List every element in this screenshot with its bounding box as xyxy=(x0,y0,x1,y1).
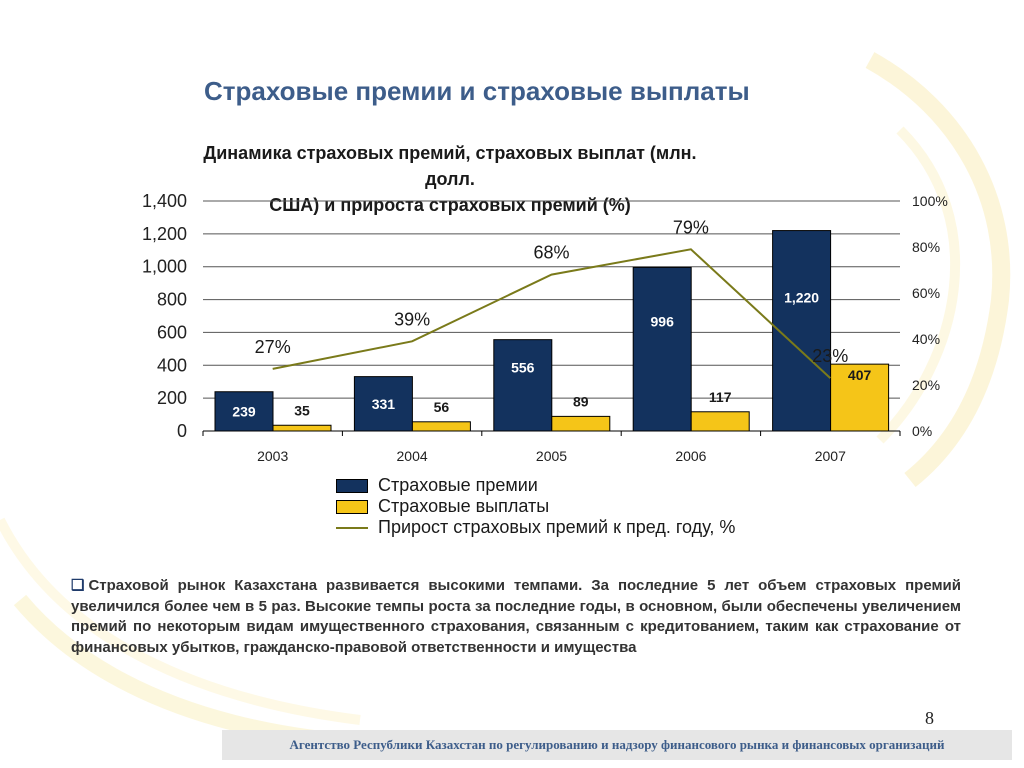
data-label-premiums: 996 xyxy=(651,313,675,329)
bar-premiums xyxy=(632,266,692,432)
insurance-chart: 0 200 400 600 800 1,000 1,200 1,400 0% 20% 40% 60% 8… xyxy=(142,191,948,464)
y-tick-label: 1,000 xyxy=(142,257,187,277)
data-label-growth: 79% xyxy=(673,217,709,237)
y2-tick-label: 60% xyxy=(912,285,940,301)
bar-premiums xyxy=(353,376,413,432)
data-label-growth: 39% xyxy=(394,309,430,329)
y-tick-label: 200 xyxy=(157,388,187,408)
legend-swatch-payouts xyxy=(336,499,368,514)
bar-premiums xyxy=(493,339,553,432)
bar-payouts xyxy=(411,421,471,432)
chart-title-line-1: Динамика страховых премий, страховых вып… xyxy=(203,143,697,189)
data-label-growth: 23% xyxy=(812,346,848,366)
y-tick-label: 1,400 xyxy=(142,191,187,211)
y-tick-label: 600 xyxy=(157,322,187,342)
data-label-payouts: 407 xyxy=(848,367,872,383)
bar-payouts xyxy=(690,411,750,432)
legend-label-payouts: Страховые выплаты xyxy=(378,496,550,516)
x-tick-label: 2006 xyxy=(675,448,706,464)
data-label-payouts: 56 xyxy=(434,399,450,415)
x-tick-label: 2007 xyxy=(815,448,846,464)
data-label-premiums: 556 xyxy=(511,360,535,376)
y-tick-label: 800 xyxy=(157,290,187,310)
data-label-payouts: 117 xyxy=(709,389,732,405)
y-tick-label: 0 xyxy=(177,421,187,441)
bar-premiums xyxy=(214,391,274,432)
legend-line-growth xyxy=(336,526,368,529)
legend-item-premiums: Страховые премии xyxy=(336,475,735,496)
data-label-payouts: 35 xyxy=(294,402,310,418)
growth-line xyxy=(272,248,831,379)
summary-note-text: Страховой рынок Казахстана развивается в… xyxy=(71,577,961,656)
footer-text: Агентство Республики Казахстан по регули… xyxy=(289,737,945,752)
y2-tick-label: 80% xyxy=(912,239,940,255)
data-label-premiums: 239 xyxy=(232,403,256,419)
y2-tick-label: 0% xyxy=(912,423,932,439)
bar-payouts xyxy=(272,424,332,432)
slide-title: Страховые премии и страховые выплаты xyxy=(204,76,750,106)
footer-bar: Агентство Республики Казахстан по регули… xyxy=(222,730,1012,760)
y2-tick-label: 100% xyxy=(912,193,948,209)
summary-note: ❑ Страховой рынок Казахстана развивается … xyxy=(71,576,961,658)
data-label-growth: 68% xyxy=(533,243,569,263)
chart-title: Динамика страховых премий, страховых вып… xyxy=(190,140,710,218)
data-label-premiums: 331 xyxy=(372,396,396,412)
bar-payouts xyxy=(551,415,611,432)
legend-item-growth: Прирост страховых премий к пред. году, % xyxy=(336,517,735,538)
bar-premiums xyxy=(772,230,832,432)
y-tick-label: 1,200 xyxy=(142,224,187,244)
legend-label-premiums: Страховые премии xyxy=(378,475,538,495)
x-tick-label: 2004 xyxy=(397,448,428,464)
data-label-payouts: 89 xyxy=(573,393,589,409)
legend-item-payouts: Страховые выплаты xyxy=(336,496,735,517)
bar-payouts xyxy=(830,363,890,432)
y2-tick-label: 40% xyxy=(912,331,940,347)
x-tick-label: 2005 xyxy=(536,448,567,464)
checkbox-bullet-icon: ❑ xyxy=(71,577,85,594)
data-label-premiums: 1,220 xyxy=(784,290,819,306)
data-label-growth: 27% xyxy=(255,337,291,357)
chart-title-line-2: США) и прироста страховых премий (%) xyxy=(269,195,631,215)
x-tick-label: 2003 xyxy=(257,448,288,464)
y-tick-label: 400 xyxy=(157,355,187,375)
page-number: 8 xyxy=(925,708,934,728)
legend-swatch-premiums xyxy=(336,478,368,493)
legend-label-growth: Прирост страховых премий к пред. году, % xyxy=(378,517,736,537)
y2-tick-label: 20% xyxy=(912,377,940,393)
chart-legend: Страховые премии Страховые выплаты Приро… xyxy=(336,475,735,538)
